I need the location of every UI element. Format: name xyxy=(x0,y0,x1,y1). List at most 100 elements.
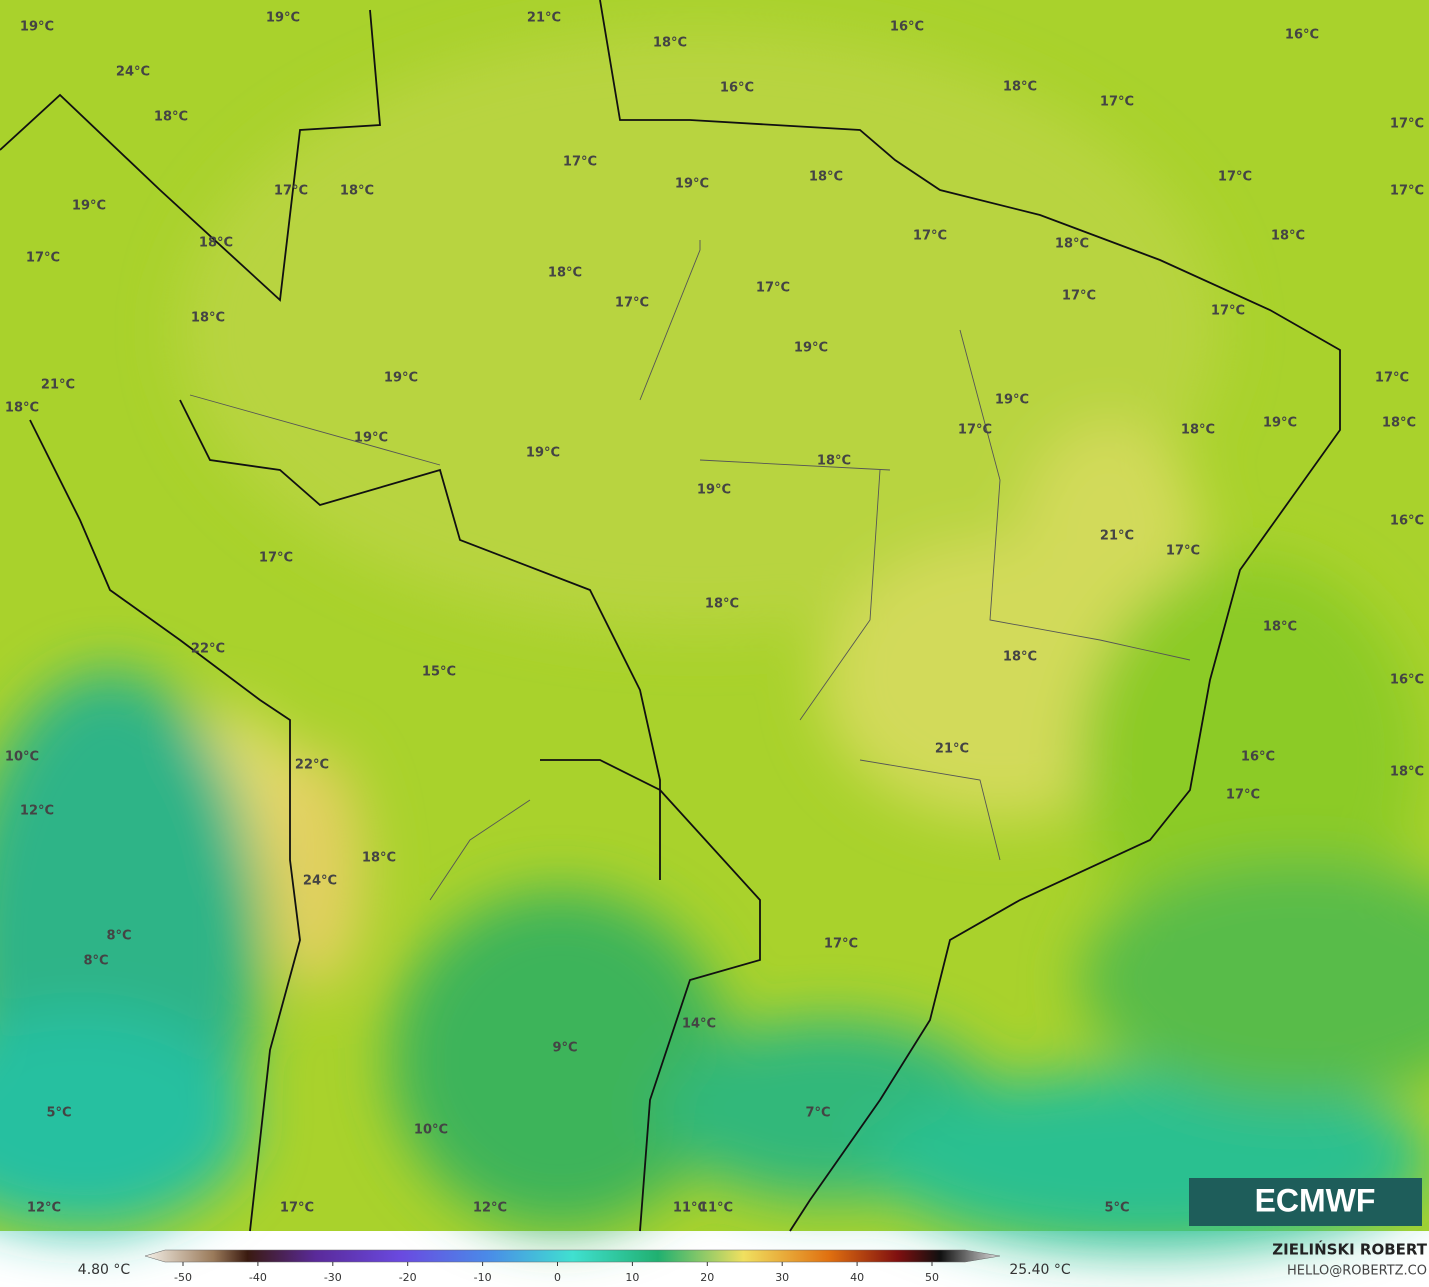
colorbar-min: 4.80 °C xyxy=(78,1262,131,1278)
temp-label: 18°C xyxy=(705,597,739,612)
temp-label: 17°C xyxy=(26,251,60,266)
temp-label: 18°C xyxy=(1003,650,1037,665)
temp-label: 17°C xyxy=(280,1201,314,1216)
colorbar-tick-label: 50 xyxy=(925,1271,939,1284)
temp-label: 19°C xyxy=(675,177,709,192)
temp-label: 18°C xyxy=(1382,416,1416,431)
temp-label: 11°C xyxy=(673,1201,707,1216)
temp-label: 10°C xyxy=(5,750,39,765)
temp-label: 7°C xyxy=(805,1106,830,1121)
temp-label: 16°C xyxy=(890,20,924,35)
temp-label: 12°C xyxy=(27,1201,61,1216)
temp-label: 16°C xyxy=(1390,514,1424,529)
colorbar-scale xyxy=(144,1249,1001,1263)
temp-label: 17°C xyxy=(1390,117,1424,132)
temp-label: 19°C xyxy=(794,341,828,356)
temp-label: 19°C xyxy=(1263,416,1297,431)
temp-label: 18°C xyxy=(809,170,843,185)
temp-label: 8°C xyxy=(106,929,131,944)
temp-label: 18°C xyxy=(1003,80,1037,95)
map: 19°C19°C 21°C18°C16°C16°C24°C16°C 18°C17°C… xyxy=(0,0,1429,1250)
temp-label: 19°C xyxy=(266,11,300,26)
colorbar-tick-label: -30 xyxy=(324,1271,342,1284)
temp-label: 11°C xyxy=(699,1201,733,1216)
colorbar-tick-label: 30 xyxy=(775,1271,789,1284)
temp-label: 5°C xyxy=(46,1106,71,1121)
temp-label: 16°C xyxy=(720,81,754,96)
colorbar-tick-label: -20 xyxy=(399,1271,417,1284)
temp-label: 17°C xyxy=(824,937,858,952)
temp-label: 19°C xyxy=(697,483,731,498)
temp-label: 22°C xyxy=(191,642,225,657)
temp-label: 21°C xyxy=(41,378,75,393)
temp-label: 18°C xyxy=(548,266,582,281)
temp-label: 18°C xyxy=(1390,765,1424,780)
colorbar-tick-label: -50 xyxy=(174,1271,192,1284)
temp-label: 16°C xyxy=(1390,673,1424,688)
temperature-labels: 19°C19°C 21°C18°C16°C16°C24°C16°C 18°C17°C… xyxy=(5,11,1424,1216)
temp-label: 19°C xyxy=(20,20,54,35)
temp-label: 21°C xyxy=(1100,529,1134,544)
temp-label: 18°C xyxy=(191,311,225,326)
temp-label: 21°C xyxy=(935,742,969,757)
temp-label: 17°C xyxy=(913,229,947,244)
temp-label: 18°C xyxy=(1055,237,1089,252)
colorbar-tick-label: 10 xyxy=(625,1271,639,1284)
colorbar-tick-label: -40 xyxy=(249,1271,267,1284)
temp-label: 17°C xyxy=(1218,170,1252,185)
colorbar-tick-label: 20 xyxy=(700,1271,714,1284)
temp-label: 16°C xyxy=(1285,28,1319,43)
temp-label: 9°C xyxy=(552,1041,577,1056)
temp-label: 8°C xyxy=(83,954,108,969)
temp-label: 18°C xyxy=(1271,229,1305,244)
colorbar: 4.80 °C 25.40 °C -50 -40 -30 -20 -10 0 10 20 30 4… xyxy=(78,1249,1071,1284)
colorbar-tick-label: 40 xyxy=(850,1271,864,1284)
logo: ECMWF xyxy=(1255,1182,1376,1218)
colorbar-max: 25.40 °C xyxy=(1009,1262,1071,1278)
temp-label: 18°C xyxy=(817,454,851,469)
temperature-field xyxy=(0,30,1429,1250)
temp-label: 18°C xyxy=(1263,620,1297,635)
temp-label: 14°C xyxy=(682,1017,716,1032)
temp-label: 24°C xyxy=(116,65,150,80)
temp-label: 17°C xyxy=(615,296,649,311)
email: HELLO@ROBERTZ.CO xyxy=(1287,1264,1427,1279)
temp-label: 17°C xyxy=(1390,184,1424,199)
temp-label: 17°C xyxy=(958,423,992,438)
temp-label: 10°C xyxy=(414,1123,448,1138)
temp-label: 18°C xyxy=(5,401,39,416)
temp-label: 19°C xyxy=(526,446,560,461)
temp-label: 18°C xyxy=(653,36,687,51)
colorbar-tick-label: -10 xyxy=(474,1271,492,1284)
temp-label: 15°C xyxy=(422,665,456,680)
temp-label: 17°C xyxy=(1062,289,1096,304)
temp-label: 16°C xyxy=(1241,750,1275,765)
temp-label: 24°C xyxy=(303,874,337,889)
temp-label: 12°C xyxy=(20,804,54,819)
temp-label: 18°C xyxy=(1181,423,1215,438)
temp-label: 17°C xyxy=(1375,371,1409,386)
temp-label: 22°C xyxy=(295,758,329,773)
temp-label: 18°C xyxy=(154,110,188,125)
temp-label: 18°C xyxy=(340,184,374,199)
state-borders xyxy=(189,240,1191,901)
temp-label: 17°C xyxy=(1226,788,1260,803)
temp-label: 18°C xyxy=(362,851,396,866)
temp-label: 19°C xyxy=(72,199,106,214)
temp-label: 17°C xyxy=(274,184,308,199)
colorbar-tick-label: 0 xyxy=(554,1271,561,1284)
temp-label: 18°C xyxy=(199,236,233,251)
logo-box xyxy=(1189,1178,1422,1226)
temp-label: 19°C xyxy=(995,393,1029,408)
author: ZIELIŃSKI ROBERT xyxy=(1272,1240,1427,1259)
temp-label: 12°C xyxy=(473,1201,507,1216)
temp-label: 17°C xyxy=(563,155,597,170)
temp-label: 19°C xyxy=(354,431,388,446)
temp-label: 21°C xyxy=(527,11,561,26)
colorbar-ticks: -50 -40 -30 -20 -10 0 10 20 30 40 50 xyxy=(174,1262,939,1284)
temp-label: 17°C xyxy=(756,281,790,296)
borders xyxy=(0,0,1341,1232)
temp-label: 17°C xyxy=(1166,544,1200,559)
temp-label: 17°C xyxy=(1211,304,1245,319)
